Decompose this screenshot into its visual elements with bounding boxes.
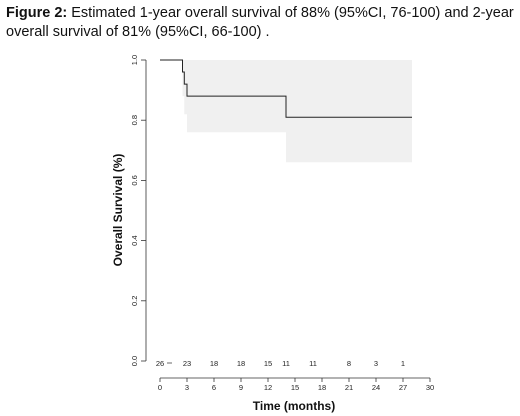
y-tick-label: 0.8 [130, 115, 139, 125]
risk-count: 18 [237, 359, 245, 368]
y-tick-label: 0.2 [130, 296, 139, 306]
figure-label: Figure 2: [6, 5, 68, 21]
figure-caption: Figure 2: Estimated 1-year overall survi… [6, 4, 514, 42]
x-tick-label: 9 [239, 383, 243, 392]
x-tick-label: 12 [264, 383, 272, 392]
risk-table: 26 23 18 18 15 11 11 8 3 1 [156, 359, 405, 368]
x-tick-label: 6 [212, 383, 216, 392]
y-axis-label: Overall Survival (%) [111, 154, 125, 267]
x-tick-label: 18 [318, 383, 326, 392]
y-tick-label: 1.0 [130, 55, 139, 65]
x-tick-label: 0 [158, 383, 162, 392]
risk-count: 15 [264, 359, 272, 368]
y-tick-label: 0.0 [130, 356, 139, 366]
risk-count: 8 [347, 359, 351, 368]
figure-caption-text: Estimated 1-year overall survival of 88%… [6, 5, 514, 40]
risk-count: 26 [156, 359, 164, 368]
risk-count: 1 [401, 359, 405, 368]
x-tick-label: 21 [345, 383, 353, 392]
x-axis: 0 3 6 9 12 15 18 21 24 27 30 [158, 377, 434, 392]
risk-count: 23 [183, 359, 191, 368]
y-tick-label: 0.4 [130, 235, 139, 245]
risk-count: 3 [374, 359, 378, 368]
risk-count: 11 [309, 359, 317, 368]
survival-curve [160, 59, 412, 118]
risk-count: 18 [210, 359, 218, 368]
x-tick-label: 30 [426, 383, 434, 392]
x-tick-label: 3 [185, 383, 189, 392]
y-axis: 0.0 0.2 0.4 0.6 0.8 1.0 [130, 55, 147, 366]
survival-curve-layer [160, 59, 412, 118]
x-tick-label: 15 [291, 383, 299, 392]
x-axis-label: Time (months) [253, 399, 335, 413]
x-tick-label: 24 [372, 383, 380, 392]
y-tick-label: 0.6 [130, 175, 139, 185]
risk-count: 11 [282, 359, 290, 368]
x-tick-label: 27 [399, 383, 407, 392]
